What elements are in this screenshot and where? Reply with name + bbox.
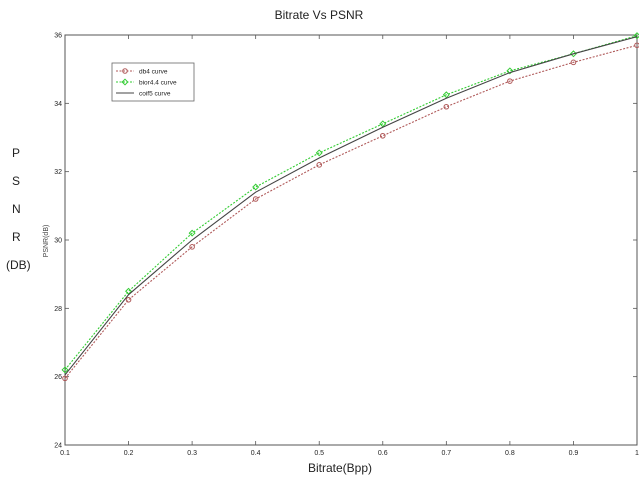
y-tick-label-4: 32 bbox=[54, 169, 62, 176]
x-tick-label-5: 0.6 bbox=[378, 450, 388, 457]
y-tick-label-1: 26 bbox=[54, 374, 62, 381]
series-1-point-7 bbox=[506, 67, 514, 75]
legend-marker-0 bbox=[122, 68, 128, 74]
chart-title: Bitrate Vs PSNR bbox=[275, 8, 364, 22]
x-axis: 0.1 0.2 0.3 0.4 0.5 0.6 0.7 0.8 0.9 1 bbox=[60, 35, 639, 457]
inner-y-axis-label: PSNR(dB) bbox=[43, 225, 50, 258]
series-line-2 bbox=[64, 36, 638, 376]
series-1 bbox=[61, 32, 639, 374]
series-0-point-9 bbox=[634, 42, 639, 49]
legend-item-1: bior4.4 curve bbox=[116, 78, 177, 86]
legend-item-0: db4 curve bbox=[116, 68, 168, 75]
series-0-point-1 bbox=[125, 296, 132, 303]
series-1-point-2 bbox=[188, 229, 196, 237]
y-tick-label-5: 34 bbox=[54, 101, 62, 108]
series-0 bbox=[62, 42, 639, 382]
series-0-point-4 bbox=[316, 162, 323, 168]
x-tick-label-3: 0.4 bbox=[251, 450, 261, 457]
y-tick-label-3: 30 bbox=[54, 238, 62, 245]
legend-label-2: coif5 curve bbox=[139, 90, 171, 97]
y-axis: 24 26 28 30 32 34 36 bbox=[54, 33, 637, 450]
x-tick-label-6: 0.7 bbox=[441, 450, 451, 457]
series-1-point-6 bbox=[442, 91, 450, 99]
series-0-point-5 bbox=[379, 132, 386, 139]
series-1-point-3 bbox=[252, 183, 260, 191]
series-0-point-6 bbox=[443, 103, 450, 110]
series-0-point-7 bbox=[507, 78, 513, 84]
y-tick-label-6: 36 bbox=[54, 33, 62, 40]
legend-label-1: bior4.4 curve bbox=[139, 79, 177, 86]
series-layer bbox=[61, 32, 639, 382]
series-0-point-8 bbox=[570, 59, 577, 66]
x-tick-label-9: 1 bbox=[635, 450, 639, 457]
series-1-point-4 bbox=[315, 149, 323, 157]
y-tick-label-2: 28 bbox=[54, 306, 62, 313]
outer-ylabel-line-4: (DB) bbox=[6, 258, 31, 272]
outer-ylabel-line-3: R bbox=[12, 230, 21, 244]
series-0-point-2 bbox=[189, 244, 195, 250]
y-tick-label-0: 24 bbox=[54, 443, 62, 450]
legend: db4 curve bior4.4 curve coif5 curve bbox=[111, 62, 195, 102]
legend-marker-1 bbox=[121, 78, 129, 86]
series-0-point-0 bbox=[62, 375, 68, 382]
series-line-1 bbox=[64, 35, 638, 371]
x-axis-label: Bitrate(Bpp) bbox=[308, 461, 372, 475]
series-2 bbox=[64, 36, 638, 376]
x-tick-label-2: 0.3 bbox=[187, 450, 197, 457]
outer-y-axis-label: P S N R (DB) bbox=[6, 146, 31, 272]
x-tick-label-4: 0.5 bbox=[314, 450, 324, 457]
series-1-point-5 bbox=[379, 120, 387, 128]
legend-box bbox=[111, 62, 195, 102]
outer-ylabel-line-2: N bbox=[12, 202, 21, 216]
plot-area bbox=[64, 34, 638, 446]
x-tick-label-1: 0.2 bbox=[124, 450, 134, 457]
outer-ylabel-line-1: S bbox=[12, 174, 20, 188]
legend-label-0: db4 curve bbox=[139, 68, 168, 75]
x-tick-label-7: 0.8 bbox=[505, 450, 515, 457]
series-0-point-3 bbox=[252, 196, 259, 202]
legend-item-2: coif5 curve bbox=[116, 90, 171, 97]
x-tick-label-8: 0.9 bbox=[569, 450, 579, 457]
series-1-point-0 bbox=[61, 366, 69, 374]
x-tick-label-0: 0.1 bbox=[60, 450, 70, 457]
outer-ylabel-line-0: P bbox=[12, 146, 20, 160]
